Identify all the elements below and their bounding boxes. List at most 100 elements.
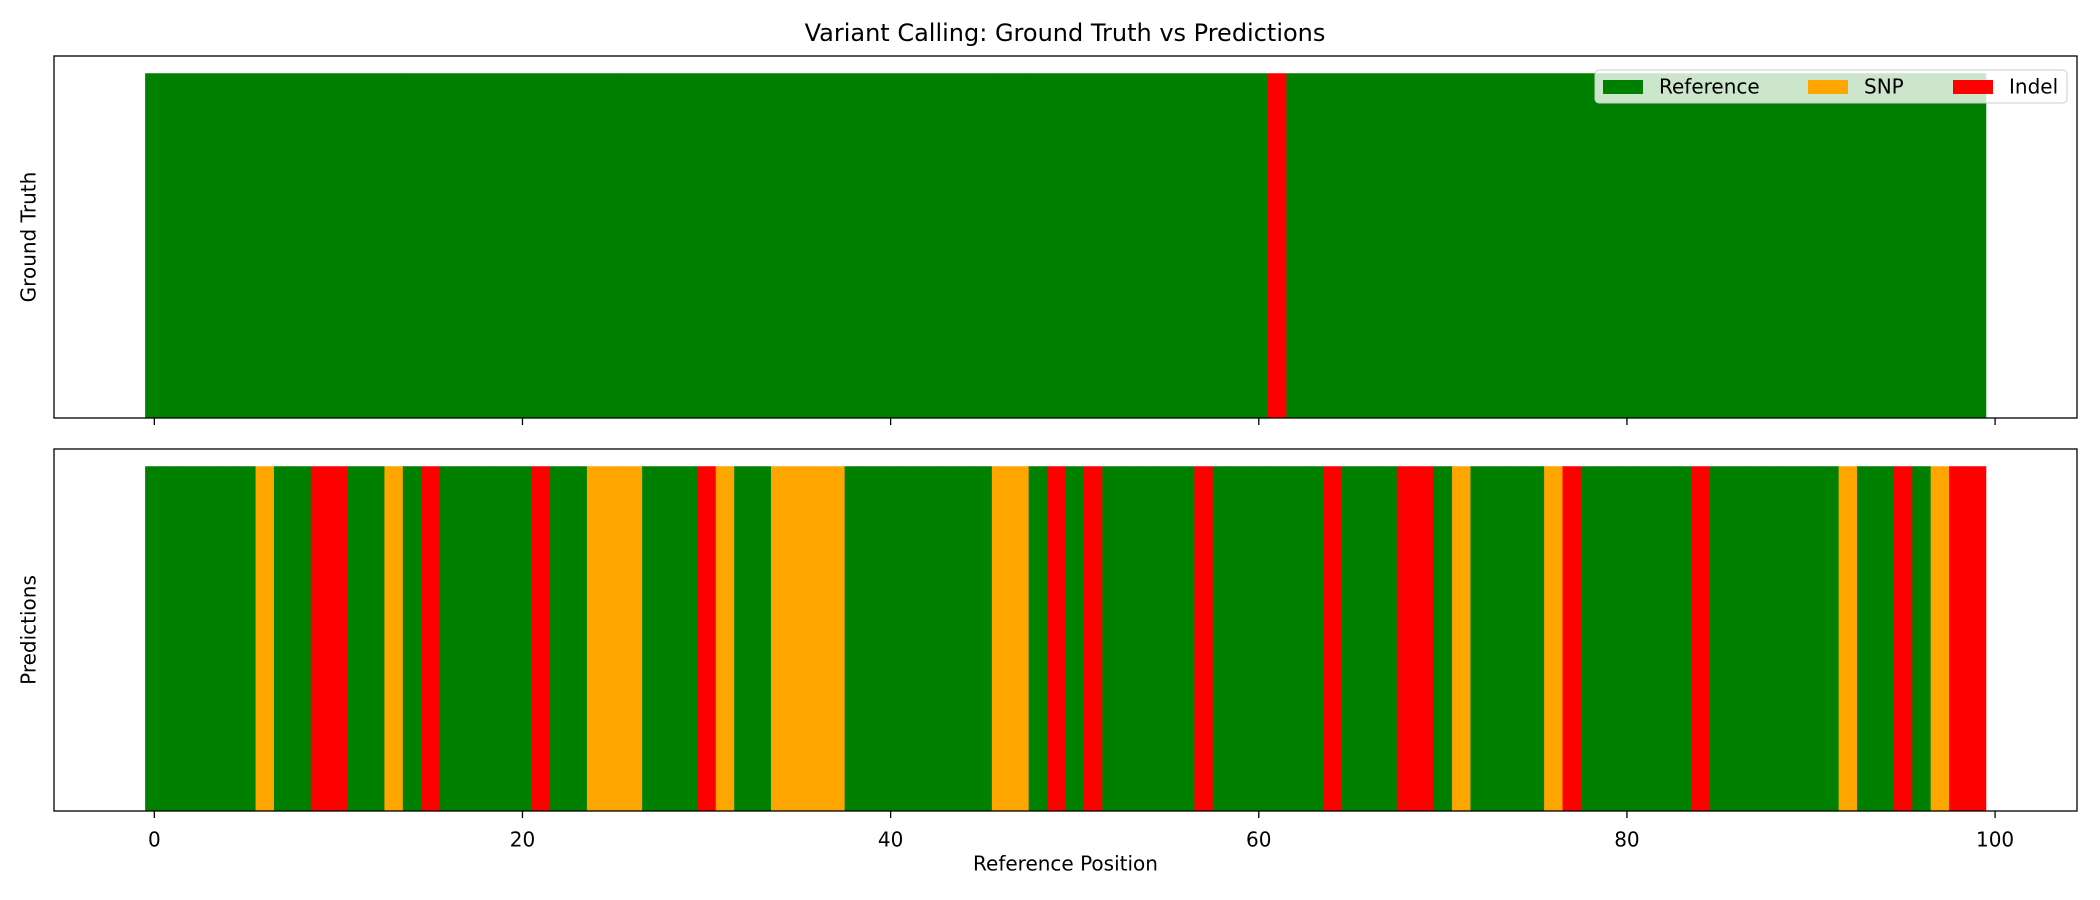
bar [1544,73,1563,418]
bar [531,73,551,418]
bar [1249,466,1269,811]
bar [1580,466,1600,811]
bar [1304,73,1324,418]
x-tick-label: 0 [148,828,161,852]
bar [366,73,385,418]
legend-label: SNP [1864,75,1904,99]
bar [1452,73,1471,418]
bar [1893,466,1913,811]
bar [476,73,496,418]
bar [1139,73,1158,418]
bar [218,466,238,811]
bar [1488,466,1508,811]
x-tick-label: 20 [510,828,535,852]
bar [421,466,441,811]
bar [1949,466,1968,811]
legend-swatch [1603,80,1643,94]
bar [1507,73,1527,418]
bar [586,466,606,811]
bar [384,466,404,811]
bar [568,73,588,418]
bar [1654,466,1674,811]
bar [697,73,717,418]
bar [770,466,790,811]
axes-frame [53,448,2078,812]
bar [1857,73,1876,418]
bar [218,73,238,418]
bar [494,466,514,811]
bar [1396,466,1416,811]
bar [752,466,772,811]
bar [1231,73,1250,418]
bar [1636,73,1655,418]
bar [1617,73,1637,418]
axes-frame [53,55,2078,419]
bar [973,73,993,418]
bar [1764,466,1784,811]
bar [329,73,349,418]
bar [329,466,349,811]
bar [1470,466,1490,811]
x-tick-label: 100 [1976,828,2014,852]
bar [715,466,735,811]
bar [605,466,625,811]
bar [439,73,459,418]
bar [1709,466,1729,811]
bar [1801,466,1821,811]
bar [200,73,220,418]
bar [255,73,275,418]
bar [715,73,735,418]
bar [1470,73,1490,418]
bar [660,466,680,811]
bar [1746,73,1766,418]
bar [402,73,422,418]
legend-label: Reference [1659,75,1760,99]
bar [145,466,164,811]
bar [955,466,974,811]
bar [991,73,1011,418]
bar [1728,73,1747,418]
bar [310,73,330,418]
bar [807,73,827,418]
bar [458,73,477,418]
bar [752,73,772,418]
y-axis-label: Predictions [17,575,41,685]
bar [955,73,974,418]
x-tick-label: 80 [1614,828,1639,852]
bar [1783,466,1803,811]
bar [1912,466,1932,811]
bar [1672,466,1692,811]
bar [366,466,385,811]
bar [1691,73,1711,418]
bar [1672,73,1692,418]
bar [1525,73,1545,418]
bar [678,73,698,418]
bar [1194,73,1214,418]
bar [1231,466,1250,811]
bar [1396,73,1416,418]
bar [1120,466,1140,811]
bar [237,466,256,811]
bar [1047,466,1066,811]
bar [1875,466,1895,811]
bar [863,73,882,418]
bar [458,466,477,811]
bar [1065,466,1085,811]
bar [1912,73,1932,418]
bar [1636,466,1655,811]
bar [642,466,661,811]
bar [1838,466,1858,811]
bar [899,73,919,418]
bar [145,73,164,418]
bar [384,73,404,418]
bar [1157,73,1177,418]
bar [163,73,183,418]
bar [237,73,256,418]
bar [936,466,956,811]
bar [844,466,864,811]
bar [1562,466,1582,811]
bar [1415,466,1435,811]
bar [1286,73,1306,418]
bar [642,73,661,418]
legend-label: Indel [2009,75,2058,99]
